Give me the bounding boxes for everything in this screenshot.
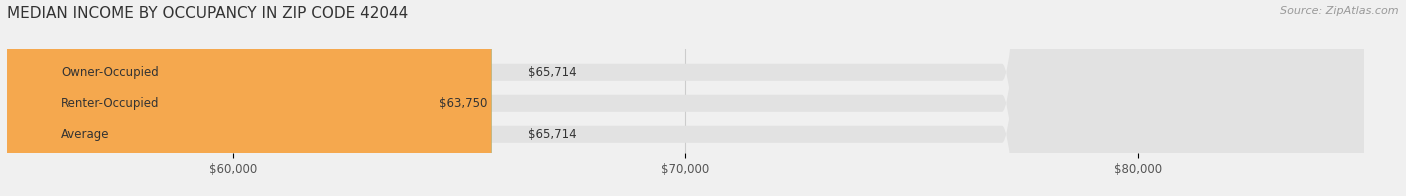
Text: Source: ZipAtlas.com: Source: ZipAtlas.com	[1281, 6, 1399, 16]
Text: $65,714: $65,714	[527, 128, 576, 141]
Text: Average: Average	[62, 128, 110, 141]
Text: Renter-Occupied: Renter-Occupied	[62, 97, 160, 110]
FancyBboxPatch shape	[7, 0, 1364, 196]
FancyBboxPatch shape	[7, 0, 1364, 196]
Text: $63,750: $63,750	[439, 97, 488, 110]
Text: MEDIAN INCOME BY OCCUPANCY IN ZIP CODE 42044: MEDIAN INCOME BY OCCUPANCY IN ZIP CODE 4…	[7, 6, 408, 21]
FancyBboxPatch shape	[7, 0, 1364, 196]
FancyBboxPatch shape	[7, 0, 492, 196]
FancyBboxPatch shape	[7, 0, 402, 196]
Text: Owner-Occupied: Owner-Occupied	[62, 66, 159, 79]
Text: $65,714: $65,714	[527, 66, 576, 79]
FancyBboxPatch shape	[7, 0, 492, 196]
